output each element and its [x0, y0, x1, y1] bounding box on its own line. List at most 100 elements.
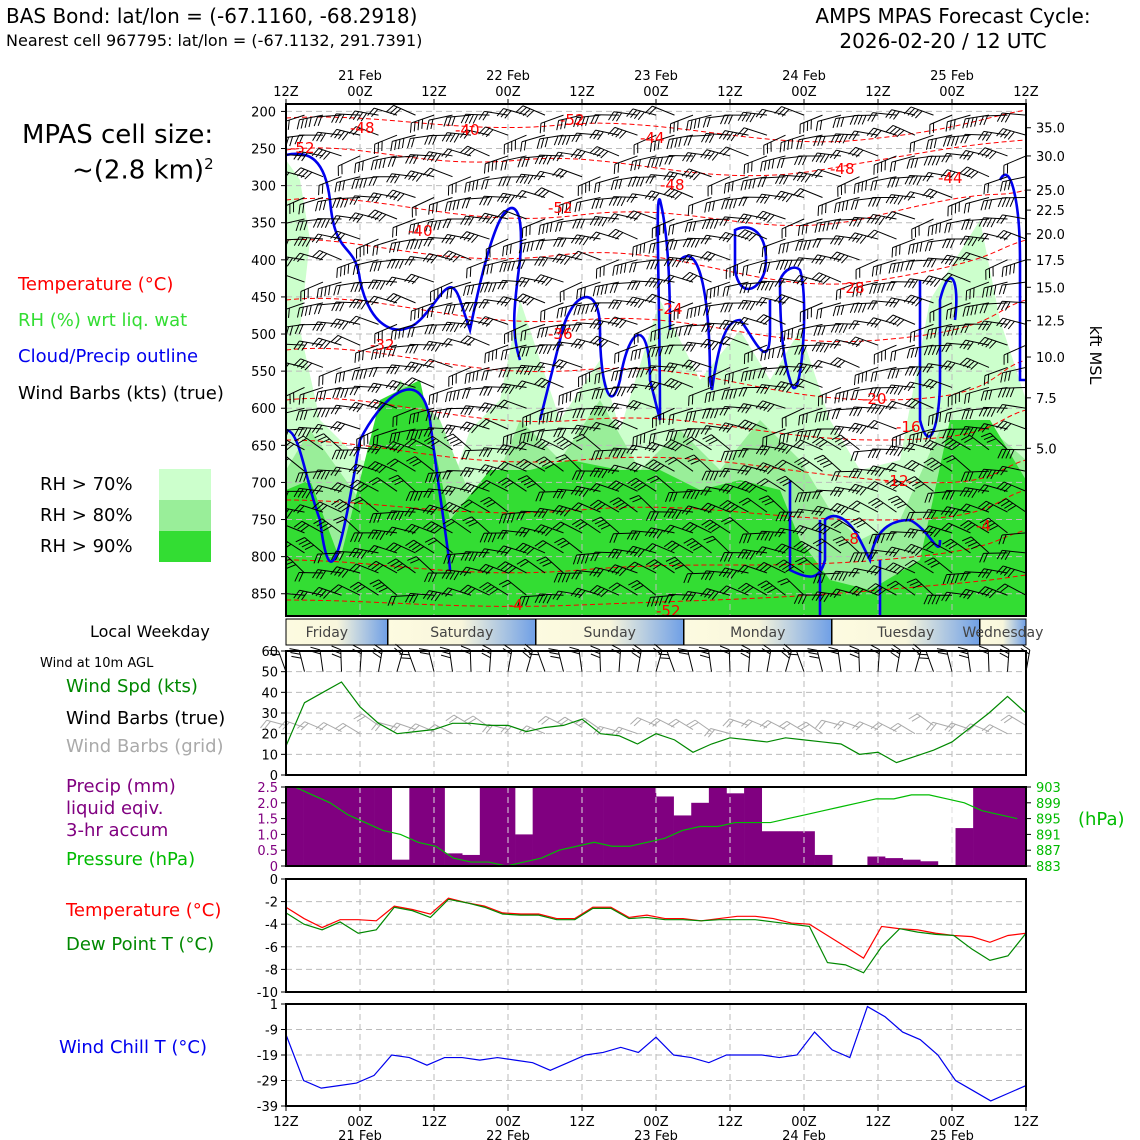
barb-feather: [560, 542, 570, 549]
barb-feather: [341, 321, 349, 330]
barb-staff: [373, 238, 398, 247]
barb-feather: [322, 374, 324, 385]
barb-feather: [572, 219, 577, 229]
wind-barb: [571, 470, 601, 481]
barb-feather: [426, 308, 430, 319]
barb-feather: [286, 458, 290, 464]
barb-feather: [371, 479, 381, 486]
barb-feather: [314, 433, 324, 439]
barb-feather: [348, 212, 356, 221]
barb-feather: [560, 307, 564, 318]
barb-feather: [578, 340, 586, 349]
barb-feather: [482, 127, 490, 136]
barb-feather: [485, 129, 494, 138]
wind-barb: [390, 134, 416, 152]
barb-feather: [597, 217, 604, 227]
barb-feather: [349, 195, 356, 205]
barb-feather: [469, 266, 472, 277]
barb-feather: [348, 548, 356, 557]
wind-barb: [482, 259, 509, 276]
barb-feather: [276, 344, 280, 353]
barb-feather: [390, 174, 397, 183]
barb-staff: [448, 176, 472, 187]
barb-feather: [534, 256, 541, 266]
wind-barb: [500, 155, 527, 171]
barb-feather: [353, 195, 359, 206]
barb-feather: [522, 433, 526, 443]
wind-barb: [354, 155, 379, 174]
wind-barb: [348, 212, 379, 223]
barb-staff: [319, 366, 342, 377]
barb-feather: [467, 588, 476, 596]
wind-barb: [404, 593, 435, 604]
wind-barb: [368, 477, 398, 492]
wind-barb: [293, 358, 324, 371]
wind-barb: [515, 277, 546, 288]
barb-feather: [609, 283, 615, 294]
barb-feather: [299, 410, 304, 421]
barb-feather: [382, 158, 386, 168]
barb-feather: [578, 201, 582, 212]
barb-feather: [293, 488, 300, 498]
barb-feather: [593, 406, 600, 416]
barb-staff: [355, 126, 379, 136]
barb-feather: [455, 373, 457, 384]
barb-feather: [497, 280, 504, 290]
barb-feather: [451, 184, 453, 195]
barb-feather: [353, 447, 360, 457]
wind-barb: [479, 582, 509, 596]
barb-feather: [330, 551, 337, 561]
barb-feather: [371, 297, 379, 306]
wind-barb: [591, 196, 620, 210]
barb-feather: [585, 182, 587, 193]
barb-feather: [408, 508, 415, 518]
precip-label-2: liquid eqiv.: [66, 798, 164, 819]
barb-feather: [465, 519, 475, 524]
barb-feather: [498, 176, 503, 187]
barb-feather: [581, 375, 583, 386]
barb-feather: [370, 160, 374, 171]
barb-feather: [334, 551, 341, 561]
wind-barb: [520, 134, 546, 152]
barb-feather: [552, 489, 559, 499]
barb-feather: [591, 516, 602, 522]
barb-feather: [500, 463, 509, 471]
wind-barb: [571, 519, 601, 534]
barb-feather: [468, 406, 475, 416]
wind-barb: [578, 366, 601, 388]
wind-barb: [330, 566, 361, 578]
barb-staff: [286, 379, 287, 388]
barb-feather: [546, 344, 552, 355]
barb-staff: [429, 167, 453, 178]
barb-feather: [363, 435, 365, 446]
barb-feather: [612, 300, 619, 310]
barb-feather: [268, 278, 274, 288]
wind-barb: [480, 281, 509, 293]
wind-barb: [459, 566, 490, 577]
barb-feather: [350, 532, 355, 543]
barb-feather: [317, 435, 327, 441]
barb-feather: [360, 550, 368, 559]
barb-feather: [260, 417, 267, 427]
wind-barb: [349, 581, 379, 596]
barb-feather: [445, 322, 452, 332]
barb-feather: [464, 302, 470, 312]
wind-barb: [313, 552, 342, 564]
barb-feather: [478, 418, 487, 427]
barb-feather: [352, 299, 360, 309]
barb-feather: [423, 341, 430, 350]
wind-barb: [410, 302, 435, 321]
barb-feather: [478, 126, 486, 135]
wind-barb: [461, 386, 490, 400]
wind-barb: [555, 454, 583, 472]
barb-feather: [376, 244, 379, 255]
barb-feather: [425, 411, 430, 422]
barb-feather: [422, 151, 430, 161]
wind-barb: [295, 537, 324, 554]
barb-feather: [397, 431, 401, 442]
barb-feather: [558, 395, 560, 406]
barb-feather: [504, 159, 508, 170]
barb-feather: [367, 383, 374, 392]
wind-barb: [348, 563, 379, 574]
barb-feather: [467, 468, 475, 478]
